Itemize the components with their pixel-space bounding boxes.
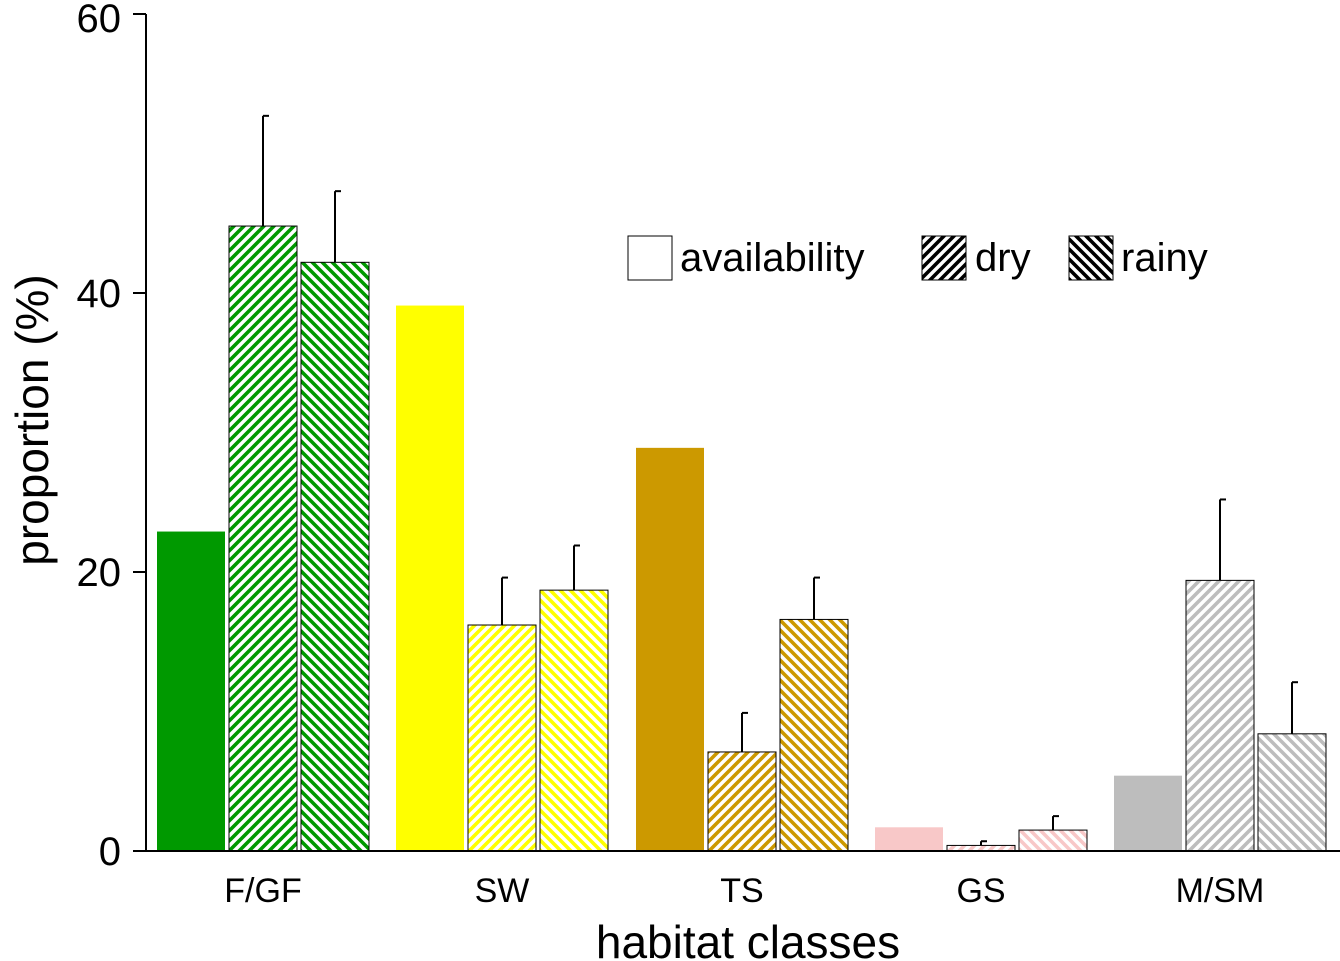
- bar-dry-f-gf: [228, 225, 298, 852]
- axes-group: [145, 14, 1340, 852]
- legend-swatch-dry: [921, 235, 967, 281]
- y-tick-label: 20: [77, 551, 122, 595]
- bar-availability-f-gf: [157, 531, 225, 851]
- error-bars-group: [262, 114, 1298, 846]
- y-ticks-group: 0 20 40 60: [77, 0, 146, 874]
- bars-group: [157, 225, 1327, 852]
- legend-swatch-availability: [627, 235, 673, 281]
- x-tick-label: SW: [475, 872, 530, 910]
- y-tick-label: 60: [77, 0, 122, 41]
- x-tick-label: M/SM: [1176, 872, 1265, 910]
- y-tick-label: 0: [99, 830, 121, 874]
- legend: availability dry rainy: [627, 235, 1208, 281]
- bar-availability-gs: [875, 827, 943, 851]
- bar-availability-m-sm: [1114, 775, 1182, 851]
- bar-dry-sw: [467, 624, 537, 852]
- bar-dry-ts: [707, 751, 777, 852]
- bar-rainy-m-sm: [1257, 733, 1327, 852]
- legend-swatch-rainy: [1068, 235, 1114, 281]
- y-tick-label: 40: [77, 272, 122, 316]
- bar-availability-ts: [636, 447, 704, 851]
- x-tick-label: TS: [720, 872, 763, 910]
- y-axis-title: proportion (%): [6, 274, 58, 565]
- x-categories-group: F/GF SW TS GS M/SM: [224, 872, 1264, 910]
- bar-rainy-ts: [779, 618, 849, 852]
- bar-rainy-sw: [539, 589, 609, 852]
- legend-label-availability: availability: [680, 236, 865, 280]
- x-axis-title: habitat classes: [596, 916, 900, 961]
- bar-rainy-f-gf: [300, 261, 370, 852]
- bar-availability-sw: [396, 305, 464, 851]
- bar-dry-m-sm: [1185, 579, 1255, 852]
- x-tick-label: F/GF: [224, 872, 301, 910]
- legend-label-rainy: rainy: [1121, 236, 1208, 280]
- legend-label-dry: dry: [975, 236, 1031, 280]
- bar-rainy-gs: [1018, 829, 1088, 852]
- x-tick-label: GS: [956, 872, 1005, 910]
